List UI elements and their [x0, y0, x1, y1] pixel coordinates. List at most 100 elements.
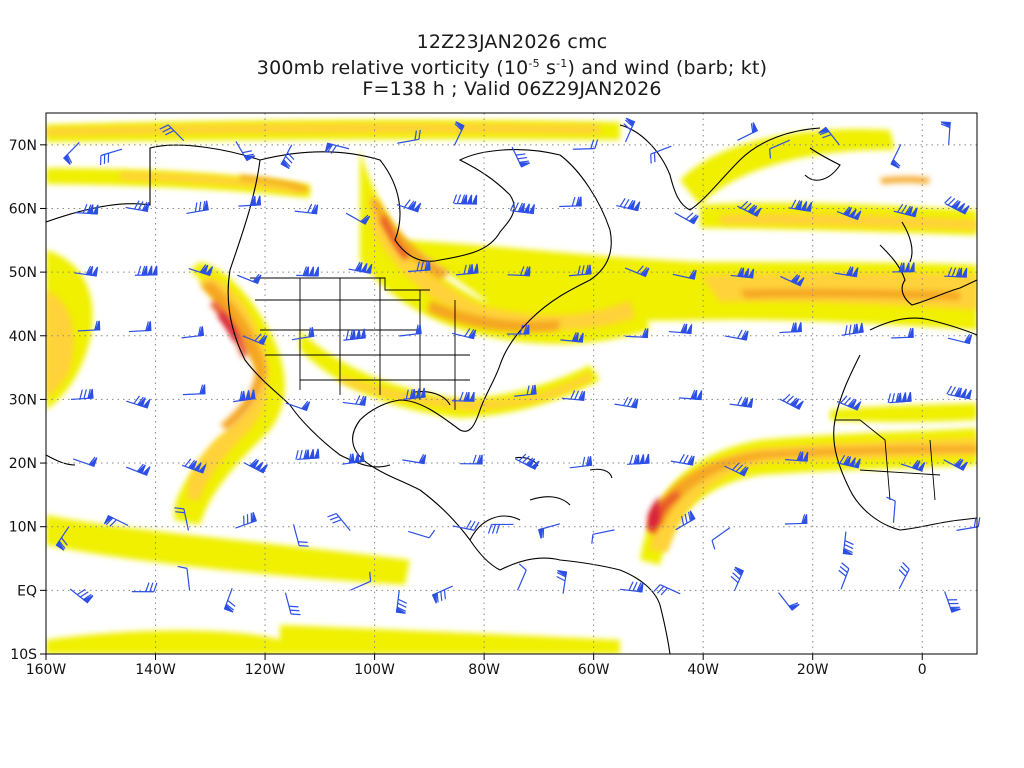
lon-label: 160W — [26, 662, 67, 678]
wind-barb — [537, 523, 561, 539]
lon-label: 0 — [918, 662, 927, 678]
title-line-2: 300mb relative vorticity (10-5 s-1) and … — [256, 57, 768, 79]
wind-barb — [785, 451, 809, 462]
wind-barb — [181, 458, 207, 474]
wind-barb — [159, 124, 185, 142]
wind-barb — [818, 126, 840, 146]
wind-barb — [674, 212, 699, 225]
wind-barb — [350, 571, 372, 591]
wind-barb — [134, 265, 158, 276]
wind-barb — [460, 454, 483, 465]
wind-barb — [396, 199, 422, 213]
wind-barb — [235, 511, 257, 529]
wind-barb — [891, 327, 914, 339]
wind-barb — [737, 122, 759, 141]
wind-barb — [399, 324, 422, 337]
wind-barb — [886, 496, 896, 523]
wind-barb — [572, 139, 599, 150]
wind-barb — [237, 273, 262, 285]
wind-barb — [285, 400, 311, 412]
wind-barb — [834, 266, 859, 278]
wind-barb — [402, 454, 427, 465]
lon-label: 40W — [687, 662, 719, 678]
wind-barb — [650, 145, 672, 164]
wind-barb — [946, 385, 972, 400]
wind-barb — [730, 267, 755, 279]
wind-barb — [131, 582, 158, 593]
wind-barb — [128, 321, 152, 333]
lat-label: EQ — [17, 583, 37, 599]
wind-barb — [887, 391, 912, 404]
vorticity-shading — [46, 119, 977, 654]
wind-barb — [779, 393, 804, 410]
wind-barb — [63, 142, 80, 165]
wind-barb — [560, 332, 584, 343]
lat-label: 50N — [9, 265, 37, 281]
wind-barbs — [55, 117, 981, 616]
wind-barb — [724, 329, 749, 341]
wind-barb — [943, 458, 968, 471]
wind-barb — [729, 396, 754, 408]
wind-barb — [242, 333, 268, 346]
wind-barb — [55, 526, 70, 551]
wind-barb — [188, 264, 214, 277]
wind-barb — [836, 454, 861, 469]
lat-label: 60N — [9, 201, 37, 217]
wind-barb — [327, 512, 351, 531]
wind-barb — [181, 326, 205, 339]
lat-lon-grid — [45, 113, 977, 655]
wind-barb — [626, 453, 650, 465]
wind-barb — [233, 389, 256, 403]
wind-barb — [292, 524, 309, 547]
wind-barb — [238, 195, 262, 207]
wind-barb — [778, 592, 800, 611]
wind-barb — [569, 456, 593, 469]
wind-barb — [780, 274, 805, 287]
wind-barb — [397, 129, 421, 144]
wind-barb — [890, 144, 902, 169]
wind-barb — [395, 590, 407, 614]
lat-label: 10N — [9, 520, 37, 536]
wind-barb — [343, 328, 366, 341]
wind-barb — [243, 458, 268, 474]
wind-barb — [838, 562, 850, 590]
wind-barb — [556, 569, 568, 594]
wind-barb — [623, 117, 636, 143]
wind-barb — [342, 452, 365, 465]
wind-barb — [408, 529, 436, 539]
lon-label: 80W — [468, 662, 500, 678]
wind-barb — [944, 591, 961, 613]
wind-barb — [675, 510, 696, 531]
wind-barb — [506, 324, 530, 335]
wind-barb — [509, 201, 535, 215]
wind-barb — [730, 566, 745, 592]
wind-barb — [452, 520, 480, 531]
wind-barb — [788, 199, 813, 212]
wind-barb — [559, 196, 582, 208]
wind-barb — [841, 322, 864, 336]
wind-barb — [784, 514, 808, 525]
wind-barb — [561, 390, 586, 401]
wind-barb — [75, 204, 99, 215]
wind-barb — [431, 585, 453, 604]
wind-barb — [125, 200, 150, 212]
lat-label: 70N — [9, 138, 37, 154]
lat-label: 20N — [9, 456, 37, 472]
wind-barb — [77, 320, 101, 332]
wind-barb — [451, 391, 475, 402]
lon-label: 140W — [135, 662, 176, 678]
wind-barb — [737, 200, 762, 217]
wind-barb — [294, 203, 319, 215]
wind-barb — [568, 264, 592, 277]
wind-barb — [515, 453, 540, 470]
coastlines — [46, 124, 977, 654]
wind-barb — [345, 212, 371, 225]
wind-barb — [70, 388, 94, 401]
title-line-1: 12Z23JAN2026 cmc — [416, 31, 608, 53]
wind-barb — [836, 206, 862, 221]
political-boundaries — [149, 148, 941, 501]
wind-barb — [898, 561, 910, 590]
wind-barb — [625, 328, 649, 339]
wind-barb — [103, 514, 129, 527]
